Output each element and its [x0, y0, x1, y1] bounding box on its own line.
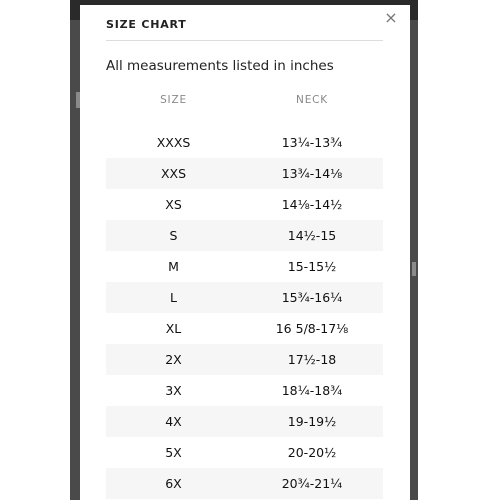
size-cell: 5X [165, 445, 182, 460]
table-row: M 15-15½ [106, 251, 383, 282]
title-divider [106, 40, 383, 41]
neck-cell: 15¾-16¼ [281, 290, 343, 305]
neck-cell: 15-15½ [287, 259, 337, 274]
table-row: XXXS 13¼-13¾ [106, 127, 383, 158]
size-cell: 2X [165, 352, 182, 367]
table-row: 5X 20-20½ [106, 437, 383, 468]
size-cell: M [168, 259, 179, 274]
size-table: SIZE NECK XXXS 13¼-13¾ XXS 13¾-14⅛ XS 14… [106, 89, 383, 499]
table-row: XL 16 5/8-17⅛ [106, 313, 383, 344]
size-cell: L [170, 290, 177, 305]
size-cell: S [169, 228, 178, 243]
size-cell: XS [165, 197, 182, 212]
size-chart-modal: SIZE CHART × All measurements listed in … [80, 5, 410, 500]
neck-cell: 14½-15 [287, 228, 337, 243]
table-body: XXXS 13¼-13¾ XXS 13¾-14⅛ XS 14⅛-14½ S 14… [106, 127, 383, 499]
size-cell: 6X [165, 476, 182, 491]
neck-column-header: NECK [296, 94, 328, 106]
size-cell: XL [165, 321, 182, 336]
modal-title: SIZE CHART [106, 18, 187, 31]
neck-cell: 18¼-18¾ [281, 383, 343, 398]
neck-cell: 16 5/8-17⅛ [275, 321, 349, 336]
table-row: S 14½-15 [106, 220, 383, 251]
table-row: 3X 18¼-18¾ [106, 375, 383, 406]
table-row: L 15¾-16¼ [106, 282, 383, 313]
table-header: SIZE NECK [106, 89, 383, 111]
neck-cell: 20¾-21¼ [281, 476, 343, 491]
neck-cell: 19-19½ [287, 414, 337, 429]
table-row: XS 14⅛-14½ [106, 189, 383, 220]
neck-cell: 14⅛-14½ [281, 197, 343, 212]
backdrop-edge-fragment [412, 262, 416, 276]
table-row: 2X 17½-18 [106, 344, 383, 375]
size-cell: 4X [165, 414, 182, 429]
table-row: XXS 13¾-14⅛ [106, 158, 383, 189]
table-row: 4X 19-19½ [106, 406, 383, 437]
size-cell: XXXS [156, 135, 191, 150]
neck-cell: 20-20½ [287, 445, 337, 460]
size-cell: 3X [165, 383, 182, 398]
close-icon[interactable]: × [384, 8, 398, 27]
size-column-header: SIZE [160, 94, 187, 106]
neck-cell: 13¾-14⅛ [281, 166, 343, 181]
size-cell: XXS [160, 166, 187, 181]
measurement-note: All measurements listed in inches [106, 58, 334, 74]
neck-cell: 17½-18 [287, 352, 337, 367]
table-row: 6X 20¾-21¼ [106, 468, 383, 499]
neck-cell: 13¼-13¾ [281, 135, 343, 150]
backdrop-edge-fragment [76, 92, 80, 108]
